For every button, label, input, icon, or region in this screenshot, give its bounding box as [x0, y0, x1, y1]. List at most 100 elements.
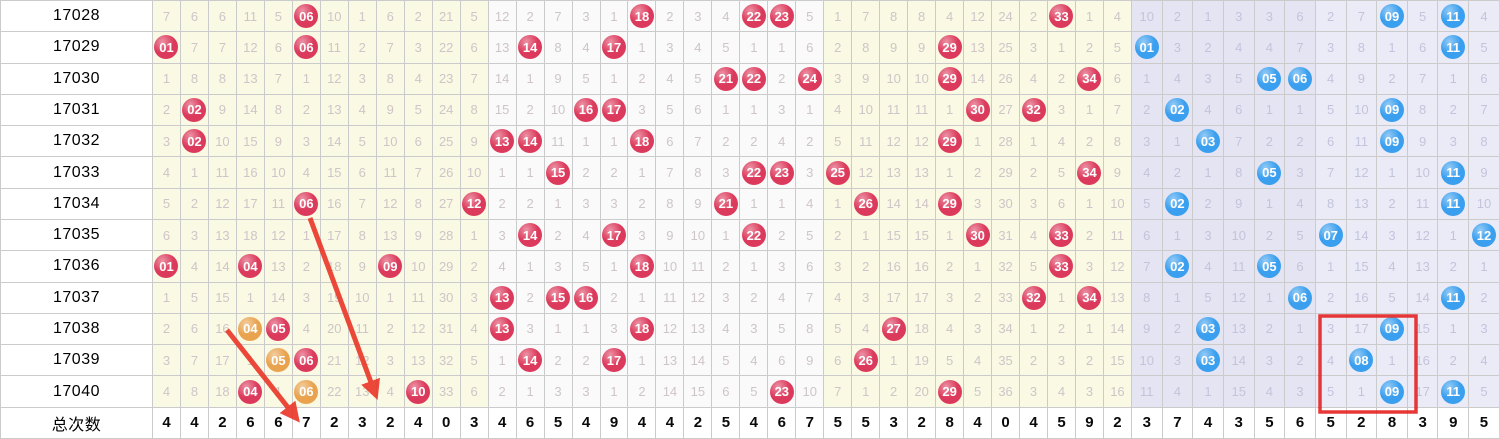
- front-cell: 5: [1048, 157, 1076, 189]
- miss-count: 6: [666, 133, 674, 149]
- miss-count: 12: [690, 290, 706, 306]
- front-cell: 28: [992, 126, 1021, 158]
- draw-label: 17032: [1, 126, 153, 158]
- front-cell: 16: [208, 313, 237, 346]
- back-cell: 4: [1131, 157, 1163, 189]
- front-ball-cell: 33: [1048, 251, 1076, 283]
- miss-count: 4: [414, 414, 423, 432]
- front-cell: 4: [768, 126, 797, 158]
- front-cell: 5: [1020, 251, 1048, 283]
- miss-count: 1: [1480, 258, 1488, 274]
- miss-count: 4: [749, 414, 758, 432]
- back-cell: 1: [1131, 63, 1163, 95]
- miss-count: 14: [215, 258, 230, 274]
- front-cell: 5: [936, 345, 965, 377]
- miss-count: 3: [694, 8, 702, 24]
- miss-count: 8: [554, 39, 562, 55]
- miss-count: 5: [1057, 165, 1066, 181]
- front-cell: 2: [348, 32, 377, 64]
- front-cell: 6: [376, 1, 405, 33]
- miss-count: 7: [274, 71, 282, 87]
- miss-count: 10: [914, 71, 929, 87]
- front-cell: 14: [1103, 313, 1132, 346]
- draw-label: 17029: [1, 32, 153, 64]
- front-cell: 7: [656, 157, 685, 189]
- miss-count: 14: [970, 71, 985, 87]
- front-cell: 3: [460, 407, 489, 439]
- miss-count: 3: [414, 39, 422, 55]
- miss-count: 1: [862, 384, 870, 400]
- front-ball-cell: 06: [292, 32, 321, 64]
- miss-count: 3: [666, 39, 674, 55]
- back-cell: 7: [1162, 407, 1194, 439]
- miss-count: 9: [1449, 414, 1458, 432]
- front-ball-26: 26: [853, 348, 878, 373]
- miss-count: 17: [327, 227, 342, 243]
- front-cell: 11: [908, 94, 937, 127]
- front-cell: 1: [824, 188, 853, 220]
- front-cell: 4: [572, 219, 601, 252]
- front-cell: 13: [208, 219, 237, 252]
- back-ball-11: 11: [1441, 160, 1466, 185]
- front-cell: 10: [208, 126, 237, 158]
- miss-count: 12: [410, 321, 426, 337]
- front-cell: 27: [432, 188, 461, 220]
- front-cell: 36: [992, 376, 1021, 408]
- back-cell: 1: [1438, 219, 1470, 252]
- miss-count: 6: [470, 39, 478, 55]
- back-cell: 1: [1377, 157, 1408, 189]
- front-cell: 14: [320, 126, 349, 158]
- front-cell: 1: [824, 1, 853, 33]
- back-ball-08: 08: [1349, 348, 1374, 373]
- miss-count: 8: [945, 414, 954, 432]
- front-cell: 10: [460, 157, 489, 189]
- back-cell: 3: [1162, 345, 1194, 377]
- back-cell: 3: [1377, 219, 1408, 252]
- miss-count: 3: [1204, 227, 1212, 243]
- front-ball-13: 13: [490, 285, 515, 310]
- front-ball-cell: 34: [1075, 282, 1104, 314]
- front-ball-21: 21: [713, 191, 738, 216]
- back-cell: 14: [1223, 345, 1255, 377]
- back-cell: 7: [1285, 32, 1316, 64]
- draw-row-17037: 17037 1 5 15 1 14 3 19 10 1 11 30 3 13 2 15 16 2 1 11 12 3 2 4 7…: [1, 282, 1499, 314]
- back-cell: 16: [1346, 282, 1378, 314]
- miss-count: 13: [1415, 258, 1430, 274]
- front-cell: 12: [264, 219, 293, 252]
- front-cell: 1: [964, 126, 993, 158]
- front-cell: 4: [488, 407, 517, 439]
- miss-count: 1: [750, 258, 758, 274]
- miss-count: 1: [806, 102, 814, 118]
- miss-count: 9: [1357, 71, 1365, 87]
- front-cell: 6: [796, 251, 825, 283]
- front-ball-cell: 14: [516, 126, 545, 158]
- front-cell: 2: [292, 94, 321, 127]
- miss-count: 10: [1415, 165, 1430, 181]
- miss-count: 1: [526, 71, 534, 87]
- miss-count: 1: [498, 165, 506, 181]
- front-cell: 4: [180, 407, 209, 439]
- miss-count: 2: [610, 290, 618, 306]
- miss-count: 14: [494, 71, 510, 87]
- miss-count: 10: [858, 102, 873, 118]
- miss-count: 4: [1235, 39, 1243, 55]
- front-cell: 13: [656, 345, 685, 377]
- miss-count: 2: [218, 414, 227, 432]
- back-cell: 2: [1162, 157, 1194, 189]
- front-ball-18: 18: [629, 254, 654, 279]
- miss-count: 6: [777, 414, 786, 432]
- draw-label: 17028: [1, 1, 153, 33]
- front-cell: 4: [292, 157, 321, 189]
- front-ball-cell: 23: [768, 1, 797, 33]
- miss-count: 5: [834, 321, 842, 337]
- miss-count: 2: [973, 290, 982, 306]
- draw-row-17039: 17039 3 7 17 1 05 06 21 12 3 13 32 5 1 14 2 2 17 1 13 14 5 4 6 9…: [1, 345, 1499, 377]
- miss-count: 12: [243, 39, 258, 55]
- back-cell: 8: [1346, 32, 1378, 64]
- front-cell: 9: [544, 63, 573, 95]
- back-cell: 3: [1223, 407, 1255, 439]
- miss-count: 24: [998, 8, 1013, 24]
- front-ball-13: 13: [490, 316, 515, 341]
- miss-count: 30: [438, 290, 454, 306]
- draw-row-17040: 17040 4 8 18 04 1 06 22 13 4 10 33 6 2 1 3 3 1 2 14 15 6 5 23 10…: [1, 376, 1499, 408]
